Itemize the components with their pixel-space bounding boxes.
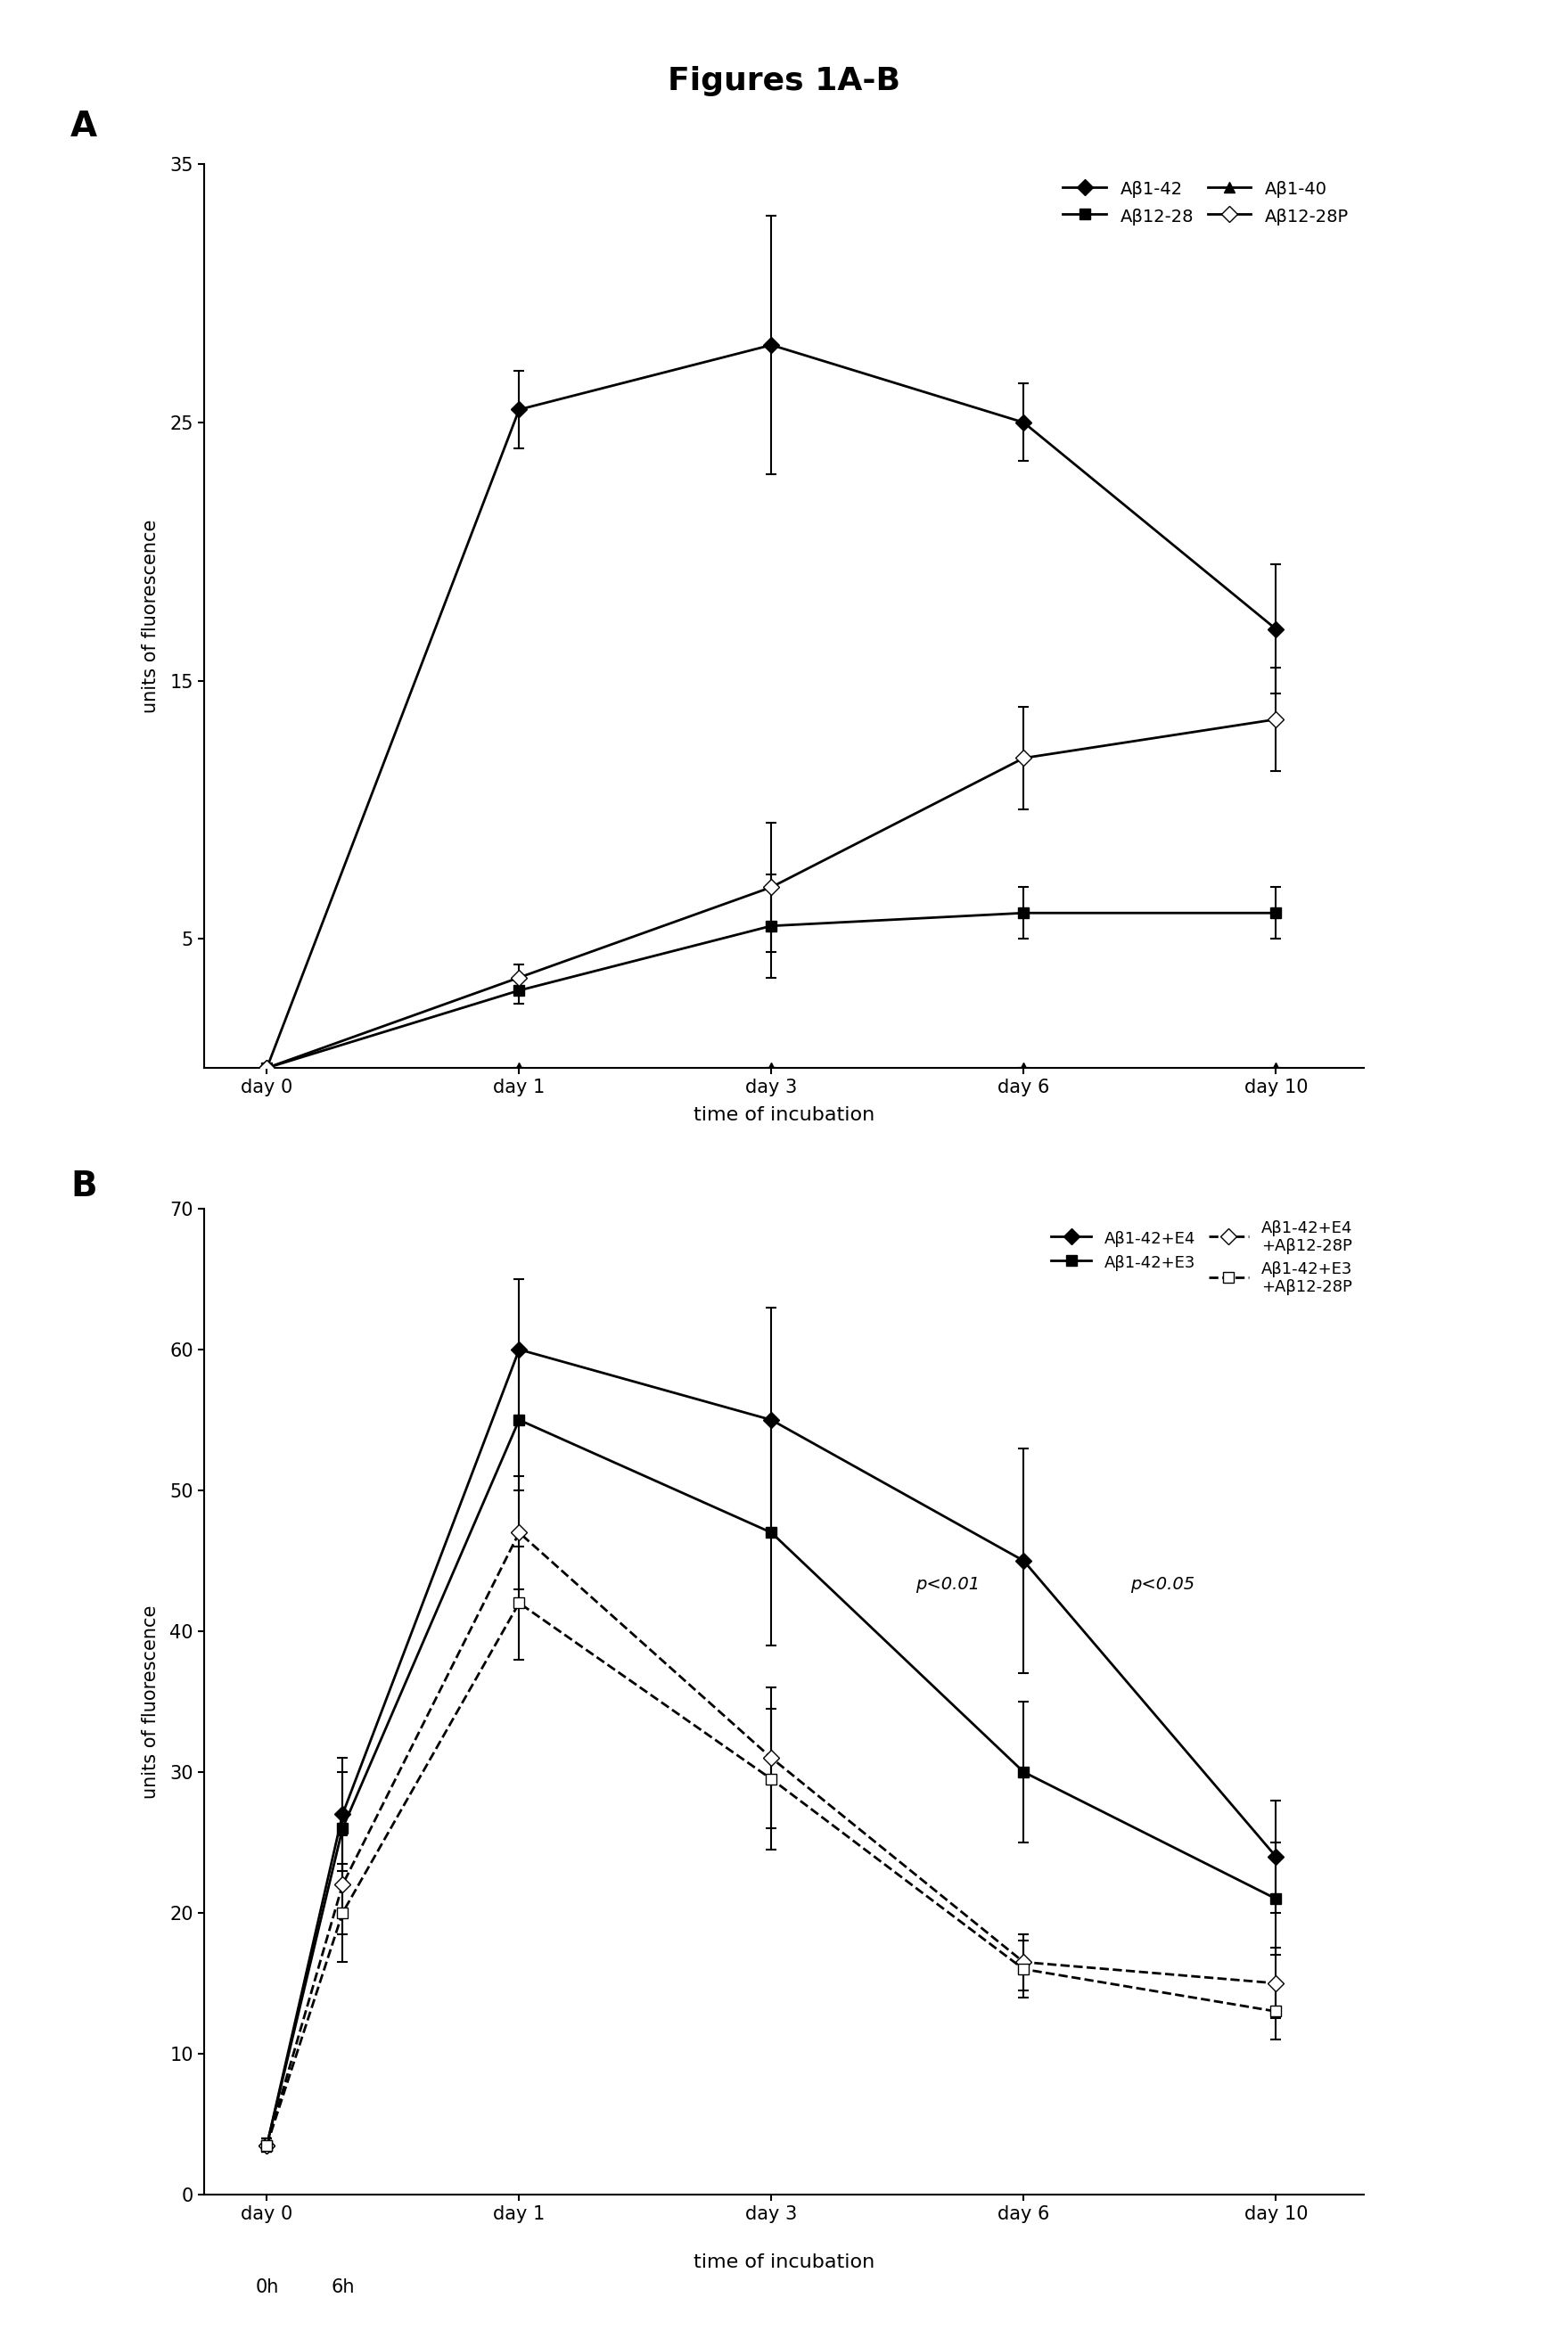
Legend: Aβ1-42, Aβ12-28, Aβ1-40, Aβ12-28P: Aβ1-42, Aβ12-28, Aβ1-40, Aβ12-28P <box>1055 174 1355 232</box>
Text: 0h: 0h <box>256 2279 279 2295</box>
Text: B: B <box>71 1169 97 1204</box>
Text: p<0.01: p<0.01 <box>916 1575 980 1594</box>
Text: Figures 1A-B: Figures 1A-B <box>668 66 900 96</box>
X-axis label: time of incubation: time of incubation <box>693 1105 875 1124</box>
Legend: Aβ1-42+E4, Aβ1-42+E3, Aβ1-42+E4
+Aβ12-28P, Aβ1-42+E3
+Aβ12-28P: Aβ1-42+E4, Aβ1-42+E3, Aβ1-42+E4 +Aβ12-28… <box>1044 1213 1359 1303</box>
Text: A: A <box>71 110 97 143</box>
Text: p<0.05: p<0.05 <box>1131 1575 1195 1594</box>
X-axis label: time of incubation: time of incubation <box>693 2253 875 2272</box>
Y-axis label: units of fluorescence: units of fluorescence <box>143 519 160 713</box>
Text: 6h: 6h <box>331 2279 354 2295</box>
Y-axis label: units of fluorescence: units of fluorescence <box>141 1605 160 1798</box>
